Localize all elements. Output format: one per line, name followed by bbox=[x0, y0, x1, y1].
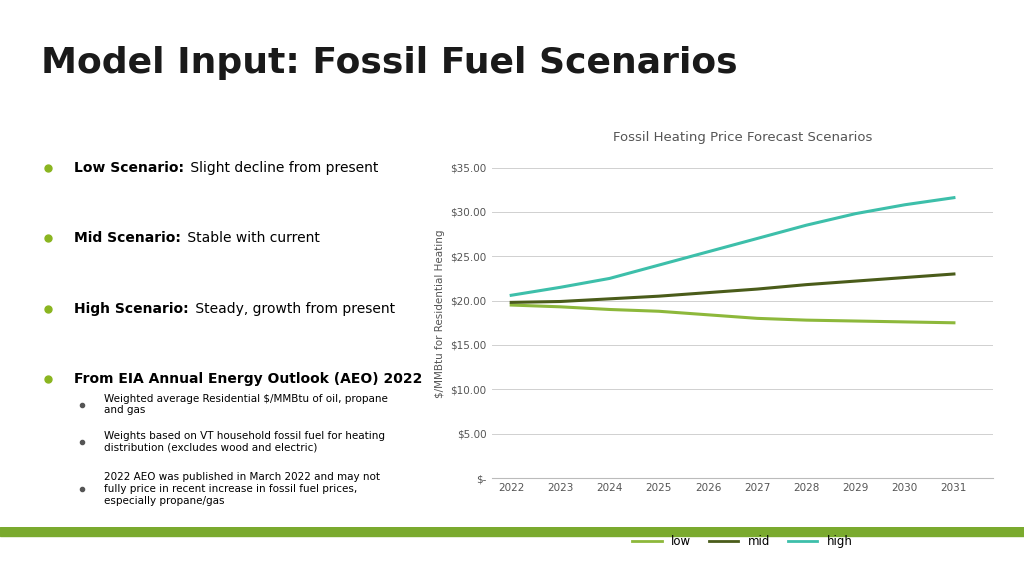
Text: 2022 AEO was published in March 2022 and may not
fully price in recent increase : 2022 AEO was published in March 2022 and… bbox=[103, 472, 380, 506]
low bbox=[701, 312, 714, 319]
mid bbox=[505, 299, 517, 306]
high bbox=[948, 194, 961, 201]
low bbox=[849, 317, 861, 324]
Text: Weights based on VT household fossil fuel for heating
distribution (excludes woo: Weights based on VT household fossil fue… bbox=[103, 431, 385, 453]
Text: Low Scenario:: Low Scenario: bbox=[74, 161, 183, 175]
Line: low: low bbox=[511, 305, 954, 323]
mid bbox=[554, 298, 566, 305]
low bbox=[554, 304, 566, 310]
Text: Mid Scenario:: Mid Scenario: bbox=[74, 231, 180, 245]
low bbox=[751, 315, 763, 322]
high bbox=[701, 248, 714, 255]
mid bbox=[603, 295, 615, 302]
Line: mid: mid bbox=[511, 274, 954, 302]
mid bbox=[899, 274, 911, 281]
low bbox=[652, 308, 665, 314]
low bbox=[603, 306, 615, 313]
mid bbox=[751, 286, 763, 293]
mid bbox=[800, 281, 812, 288]
mid bbox=[849, 278, 861, 285]
Text: Stable with current: Stable with current bbox=[182, 231, 319, 245]
mid bbox=[652, 293, 665, 300]
high bbox=[751, 235, 763, 242]
low bbox=[899, 319, 911, 325]
low bbox=[800, 317, 812, 324]
Text: From EIA Annual Energy Outlook (AEO) 2022: From EIA Annual Energy Outlook (AEO) 202… bbox=[74, 372, 422, 386]
high bbox=[800, 222, 812, 229]
mid bbox=[948, 271, 961, 278]
Text: Steady, growth from present: Steady, growth from present bbox=[190, 302, 394, 316]
Text: High Scenario:: High Scenario: bbox=[74, 302, 188, 316]
high bbox=[652, 262, 665, 268]
Text: 13: 13 bbox=[986, 554, 1000, 564]
high bbox=[899, 202, 911, 209]
Legend: low, mid, high: low, mid, high bbox=[628, 530, 857, 552]
high bbox=[505, 292, 517, 299]
low bbox=[948, 319, 961, 326]
high bbox=[849, 210, 861, 217]
high bbox=[554, 284, 566, 291]
Line: high: high bbox=[511, 198, 954, 295]
Text: Slight decline from present: Slight decline from present bbox=[186, 161, 378, 175]
Title: Fossil Heating Price Forecast Scenarios: Fossil Heating Price Forecast Scenarios bbox=[612, 131, 872, 145]
high bbox=[603, 275, 615, 282]
mid bbox=[701, 289, 714, 296]
Text: Weighted average Residential $/MMBtu of oil, propane
and gas: Weighted average Residential $/MMBtu of … bbox=[103, 394, 388, 415]
Text: Model Input: Fossil Fuel Scenarios: Model Input: Fossil Fuel Scenarios bbox=[41, 46, 737, 81]
Bar bbox=[0, 527, 1024, 536]
Y-axis label: $/MMBtu for Residential Heating: $/MMBtu for Residential Heating bbox=[435, 230, 444, 398]
low bbox=[505, 302, 517, 309]
